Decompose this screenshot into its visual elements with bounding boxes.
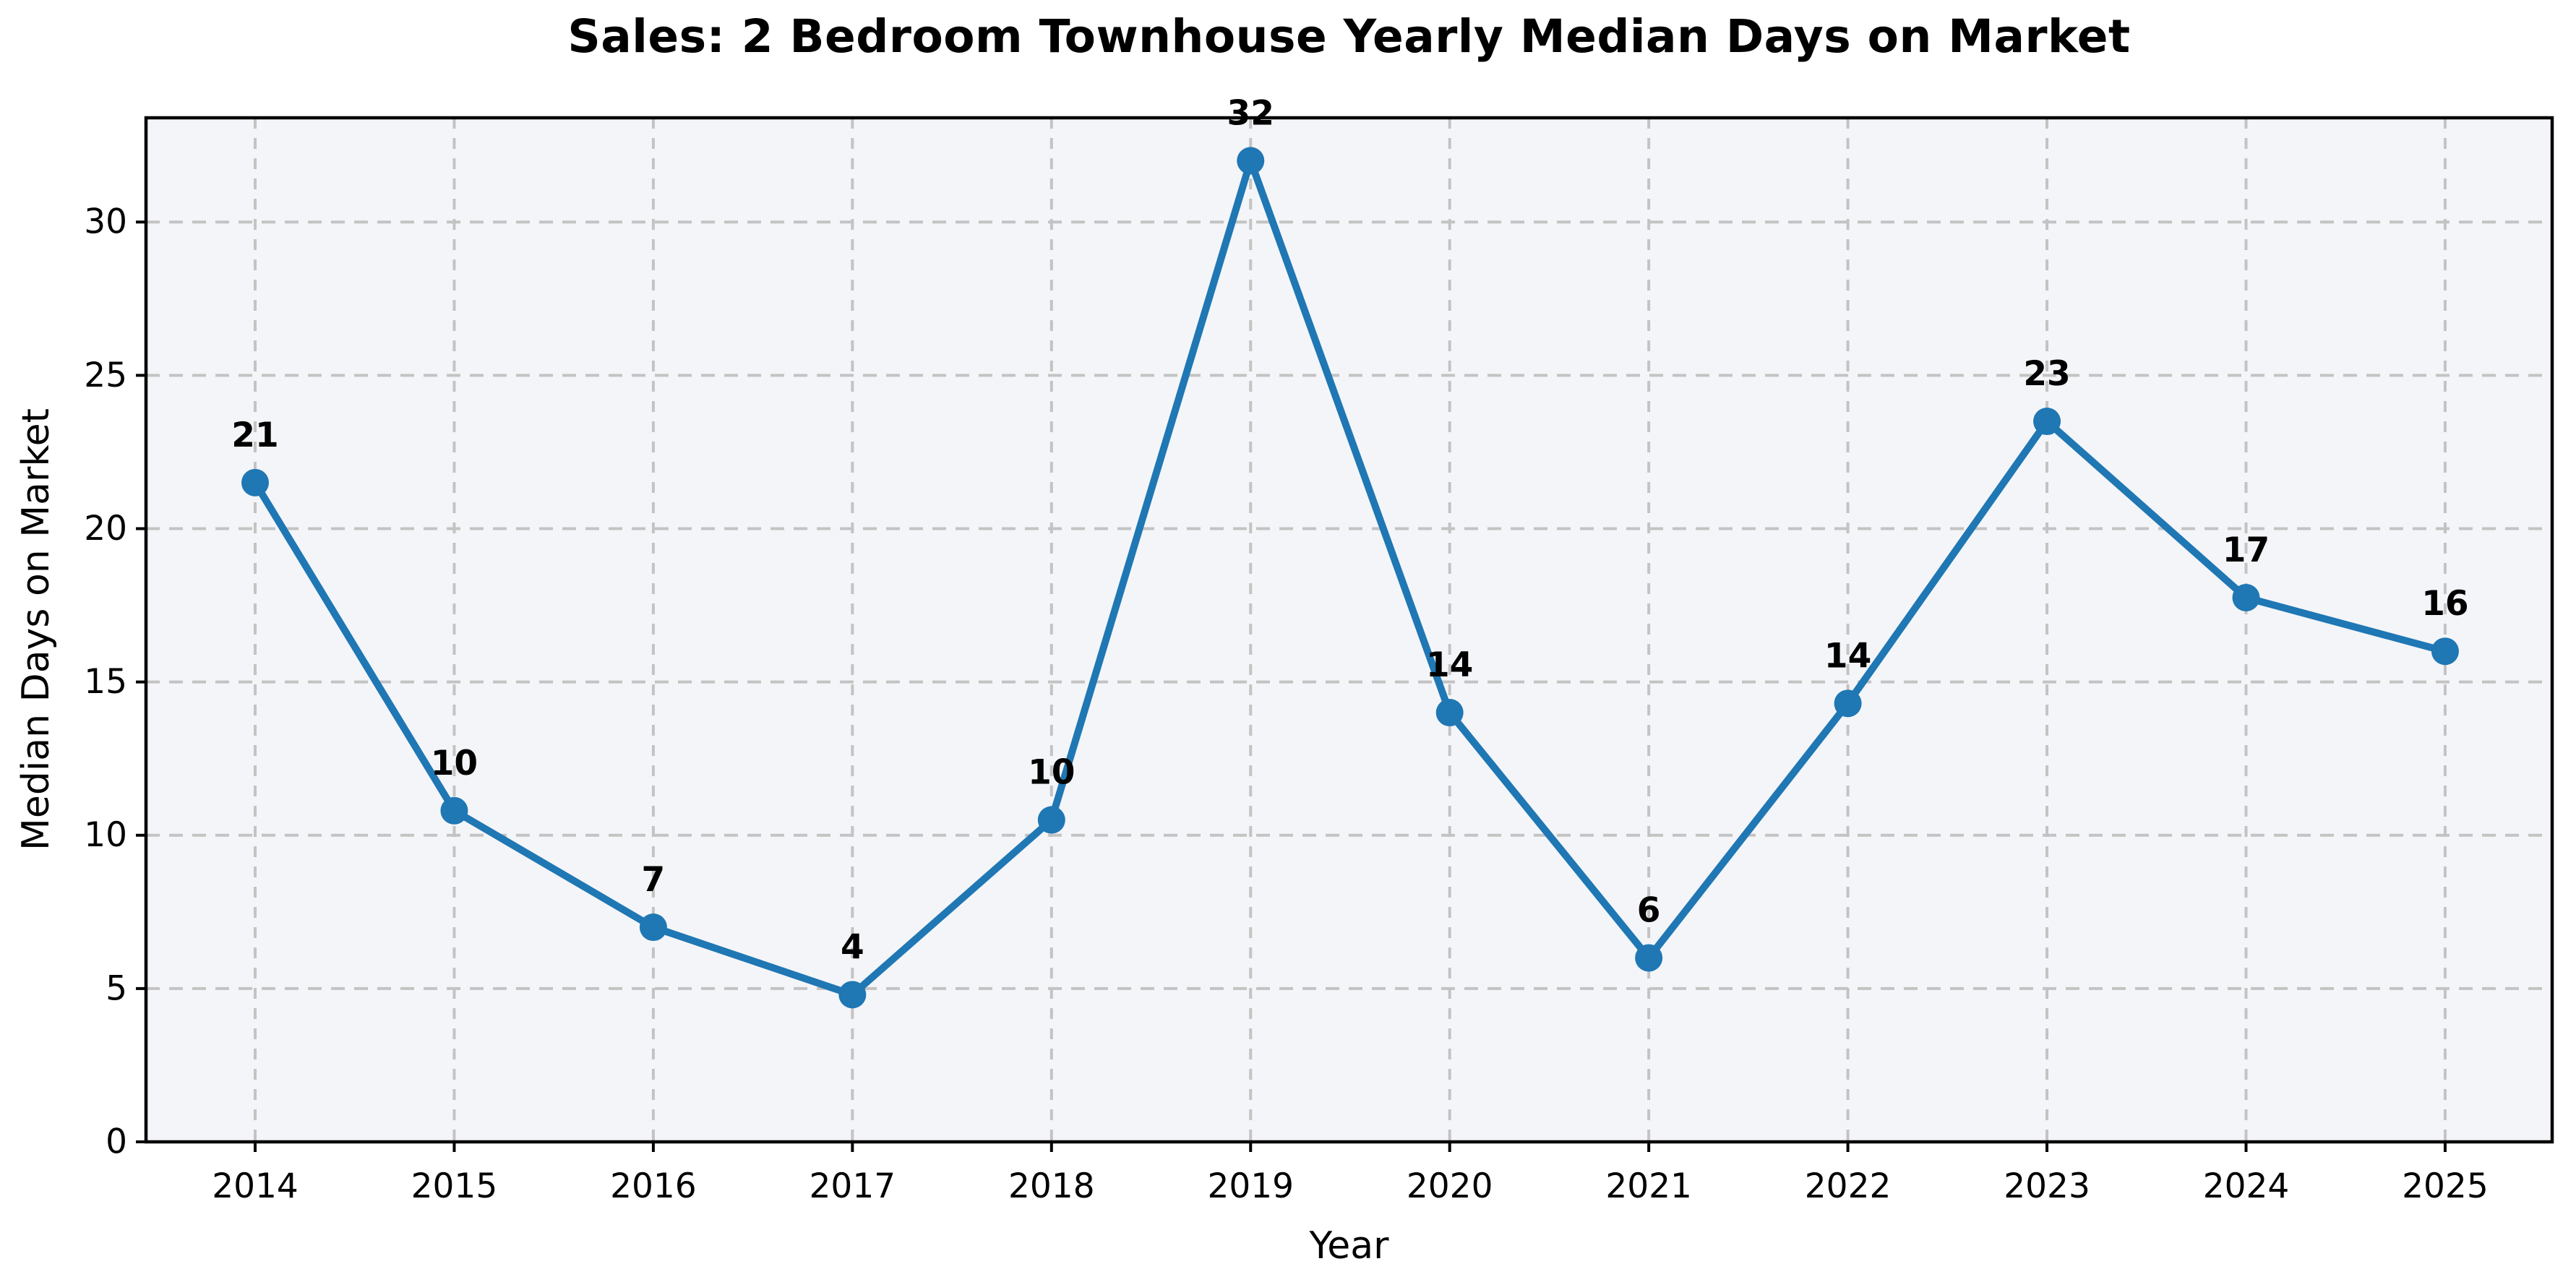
x-tick-label: 2018 xyxy=(1008,1166,1095,1206)
data-point-label: 7 xyxy=(642,860,666,900)
data-point-label: 32 xyxy=(1227,93,1274,133)
data-point xyxy=(1435,699,1464,727)
y-tick-label: 10 xyxy=(84,815,127,855)
data-point-label: 23 xyxy=(2023,354,2070,394)
x-tick-label: 2023 xyxy=(2004,1166,2090,1206)
x-axis-label: Year xyxy=(1309,1224,1389,1268)
chart-title: Sales: 2 Bedroom Townhouse Yearly Median… xyxy=(567,10,2131,63)
y-tick-label: 25 xyxy=(84,356,127,395)
x-tick-label: 2024 xyxy=(2203,1166,2290,1206)
y-tick-label: 0 xyxy=(106,1122,127,1162)
data-point xyxy=(2232,583,2260,611)
data-point-label: 21 xyxy=(231,416,278,455)
y-tick-label: 5 xyxy=(106,968,127,1008)
y-tick-label: 15 xyxy=(84,662,127,702)
data-point xyxy=(838,981,867,1009)
x-tick-label: 2015 xyxy=(411,1166,498,1206)
data-point xyxy=(1834,689,1862,718)
x-tick-label: 2014 xyxy=(212,1166,299,1206)
y-axis-label: Median Days on Market xyxy=(14,408,58,851)
data-point-label: 10 xyxy=(431,744,478,783)
data-point xyxy=(1037,806,1065,834)
y-tick-label: 20 xyxy=(84,509,127,549)
data-point xyxy=(2431,637,2459,666)
data-line xyxy=(252,157,2449,999)
data-point xyxy=(241,468,269,496)
data-point-label: 10 xyxy=(1028,753,1075,793)
data-point-label: 4 xyxy=(841,927,864,967)
axes-spines xyxy=(144,116,2554,1144)
x-tick-label: 2016 xyxy=(610,1166,697,1206)
data-point-label: 17 xyxy=(2223,530,2270,570)
data-point-label: 16 xyxy=(2421,584,2468,624)
x-tick-label: 2025 xyxy=(2402,1166,2489,1206)
y-tick-label: 30 xyxy=(84,202,127,242)
data-point xyxy=(1635,944,1663,972)
plot-area xyxy=(146,118,2552,1142)
x-tick-label: 2022 xyxy=(1805,1166,1892,1206)
data-point xyxy=(2033,408,2061,436)
data-point xyxy=(1237,147,1265,175)
data-point-label: 6 xyxy=(1637,890,1661,930)
x-tick-label: 2019 xyxy=(1207,1166,1294,1206)
data-point-label: 14 xyxy=(1824,636,1871,676)
data-point-label: 14 xyxy=(1426,645,1473,685)
data-point xyxy=(440,796,468,825)
x-tick-label: 2021 xyxy=(1605,1166,1692,1206)
x-tick-label: 2020 xyxy=(1407,1166,1493,1206)
data-point xyxy=(639,913,667,942)
x-tick-label: 2017 xyxy=(810,1166,896,1206)
